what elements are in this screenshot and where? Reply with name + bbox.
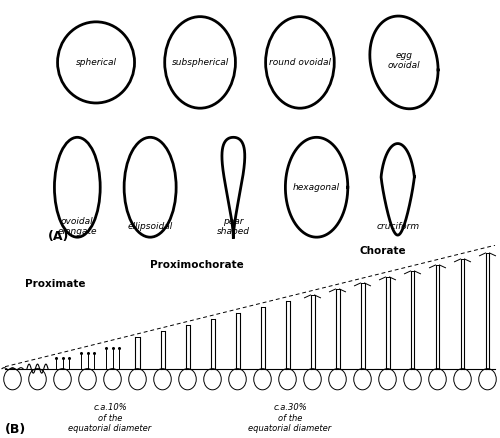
Text: subspherical: subspherical <box>172 58 228 67</box>
Text: Proximate: Proximate <box>25 279 86 289</box>
Text: Chorate: Chorate <box>360 246 406 256</box>
Text: ovoidal
elongate: ovoidal elongate <box>58 217 97 237</box>
Text: round ovoidal: round ovoidal <box>269 58 331 67</box>
Text: ellipsoidal: ellipsoidal <box>128 222 173 231</box>
Text: cruciform: cruciform <box>376 222 420 231</box>
Text: c.a.30%
of the
equatorial diameter: c.a.30% of the equatorial diameter <box>248 403 332 433</box>
Text: Proximochorate: Proximochorate <box>150 260 244 269</box>
Text: egg
ovoidal: egg ovoidal <box>388 51 420 70</box>
Text: (A): (A) <box>48 230 70 244</box>
Text: pear
shaped: pear shaped <box>217 217 250 237</box>
Text: hexagonal: hexagonal <box>293 183 340 192</box>
Text: c.a.10%
of the
equatorial diameter: c.a.10% of the equatorial diameter <box>68 403 152 433</box>
Text: (B): (B) <box>5 423 26 436</box>
Text: spherical: spherical <box>76 58 116 67</box>
